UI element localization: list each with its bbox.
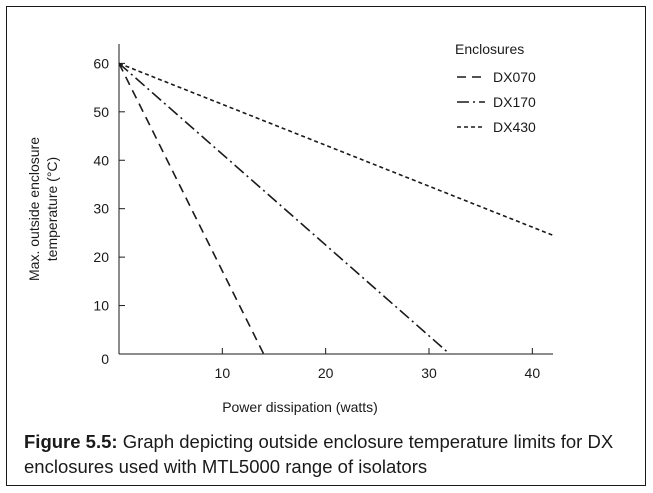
- y-axis-label-line-2: temperature (°C): [44, 157, 60, 261]
- legend: Enclosures DX070 DX170 DX430: [455, 41, 536, 135]
- figure-caption-text: Graph depicting outside enclosure temper…: [24, 431, 614, 477]
- figure-frame: 10 20 30 40 50 60 10 20 30 40 0 Power dissipation …: [6, 6, 646, 486]
- y-axis-label: Max. outside enclosure temperature (°C): [26, 137, 60, 281]
- y-tick-label: 20: [93, 249, 109, 265]
- legend-label-dx430: DX430: [493, 119, 536, 135]
- y-tick-label: 30: [93, 201, 109, 217]
- origin-label: 0: [101, 351, 109, 367]
- figure-caption-label: Figure 5.5:: [24, 431, 118, 452]
- y-axis-label-line-1: Max. outside enclosure: [26, 137, 42, 281]
- y-tick-label: 50: [93, 104, 109, 120]
- legend-entries: DX070 DX170 DX430: [457, 69, 536, 135]
- legend-title: Enclosures: [455, 41, 524, 57]
- y-tick-label: 60: [93, 55, 109, 71]
- x-tick-label: 30: [421, 365, 437, 381]
- y-tick-label: 40: [93, 152, 109, 168]
- series-line-dx170: [118, 62, 451, 355]
- series-line-dx430: [118, 62, 554, 237]
- x-axis-label: Power dissipation (watts): [222, 399, 378, 415]
- x-tick-label: 10: [215, 365, 231, 381]
- series-line-dx070: [118, 63, 265, 355]
- figure-caption: Figure 5.5: Graph depicting outside encl…: [24, 429, 640, 479]
- legend-label-dx170: DX170: [493, 94, 536, 110]
- legend-label-dx070: DX070: [493, 69, 536, 85]
- x-tick-label: 40: [525, 365, 541, 381]
- y-tick-label: 10: [93, 298, 109, 314]
- x-tick-label: 20: [318, 365, 334, 381]
- chart: 10 20 30 40 50 60 10 20 30 40 0 Power dissipation …: [26, 41, 554, 415]
- plot-area: 10 20 30 40 50 60 10 20 30 40 0: [93, 44, 554, 381]
